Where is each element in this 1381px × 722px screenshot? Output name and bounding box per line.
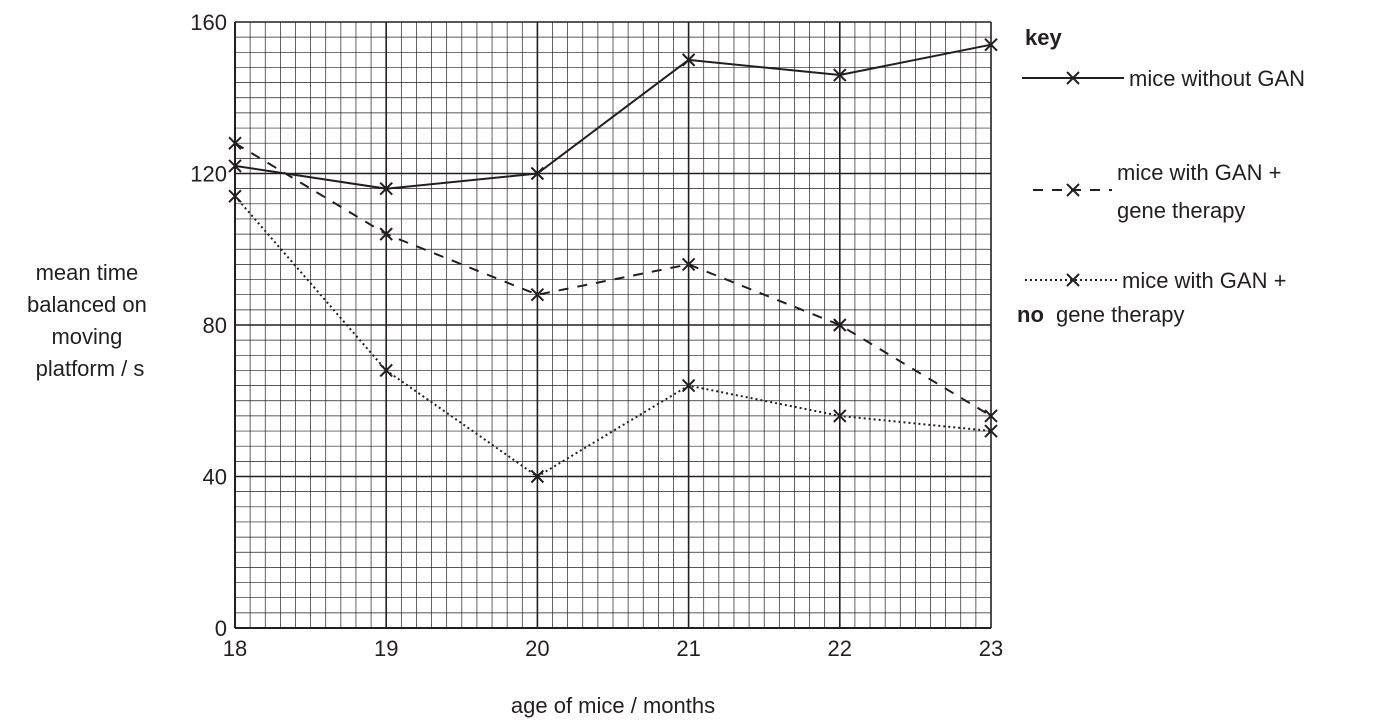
legend-item-mice-without-gan: mice without GAN <box>1022 66 1305 91</box>
data-point-marker <box>681 257 696 272</box>
legend-cross-marker <box>1066 273 1080 287</box>
legend-label: mice without GAN <box>1129 66 1305 91</box>
legend-title: key <box>1025 25 1062 50</box>
grid <box>234 21 992 629</box>
legend-label: mice with GAN + no gene therapy <box>1017 268 1293 327</box>
series-dotted <box>228 189 998 484</box>
y-axis-label-line: mean time <box>36 260 139 285</box>
y-axis-label-line: platform / s <box>36 356 145 381</box>
series-line <box>234 142 992 417</box>
legend-label-bold: no <box>1017 302 1044 327</box>
y-tick-label: 0 <box>215 616 227 641</box>
series-solid <box>228 38 998 196</box>
legend-label-line: gene therapy <box>1056 302 1184 327</box>
data-point-marker <box>530 287 545 302</box>
y-axis-label: mean time balanced on moving platform / … <box>27 260 153 381</box>
data-point-marker <box>681 378 696 393</box>
x-tick-label: 21 <box>676 636 700 661</box>
data-point-marker <box>984 38 998 52</box>
y-axis-label-line: balanced on <box>27 292 147 317</box>
series-dashed <box>228 136 998 423</box>
legend-item-mice-with-gan-no-gene-therapy: mice with GAN + no gene therapy <box>1017 268 1293 327</box>
data-point-marker <box>379 363 393 378</box>
x-tick-label: 22 <box>828 636 852 661</box>
data-point-marker <box>530 166 545 181</box>
legend-label-line: mice with GAN + <box>1117 160 1281 185</box>
x-tick-label: 20 <box>525 636 549 661</box>
legend-item-mice-with-gan-gene-therapy: mice with GAN + gene therapy <box>1033 160 1288 223</box>
x-axis-label: age of mice / months <box>511 693 715 718</box>
y-tick-label: 120 <box>190 162 227 187</box>
data-point-marker <box>833 318 847 332</box>
data-point-marker <box>228 136 242 150</box>
legend-cross-marker <box>1066 183 1080 197</box>
data-point-marker <box>833 409 847 423</box>
data-point-marker <box>681 53 696 67</box>
legend-label-line: mice with GAN + <box>1122 268 1286 293</box>
y-axis-label-line: moving <box>51 324 122 349</box>
y-tick-label: 160 <box>190 10 227 35</box>
x-tick-label: 23 <box>979 636 1003 661</box>
tick-labels: 18 19 20 21 22 23 0 40 80 120 160 <box>190 10 1003 661</box>
data-point-marker <box>530 469 545 484</box>
data-point-marker <box>833 68 847 82</box>
series-line <box>234 195 992 478</box>
data-point-marker <box>379 227 393 241</box>
legend-label-line: gene therapy <box>1117 198 1245 223</box>
data-point-marker <box>984 409 998 423</box>
data-point-marker <box>984 424 998 438</box>
data-point-marker <box>228 189 242 203</box>
legend-label: mice with GAN + gene therapy <box>1117 160 1288 223</box>
y-tick-label: 40 <box>203 465 227 490</box>
series-line <box>234 43 992 190</box>
y-tick-label: 80 <box>203 313 227 338</box>
x-tick-label: 19 <box>374 636 398 661</box>
legend: key mice without GAN mice with GAN + gen… <box>1017 25 1305 327</box>
data-point-marker <box>228 159 242 173</box>
series-layer <box>228 38 998 484</box>
x-tick-label: 18 <box>223 636 247 661</box>
legend-cross-marker <box>1066 71 1080 85</box>
data-point-marker <box>379 181 393 196</box>
